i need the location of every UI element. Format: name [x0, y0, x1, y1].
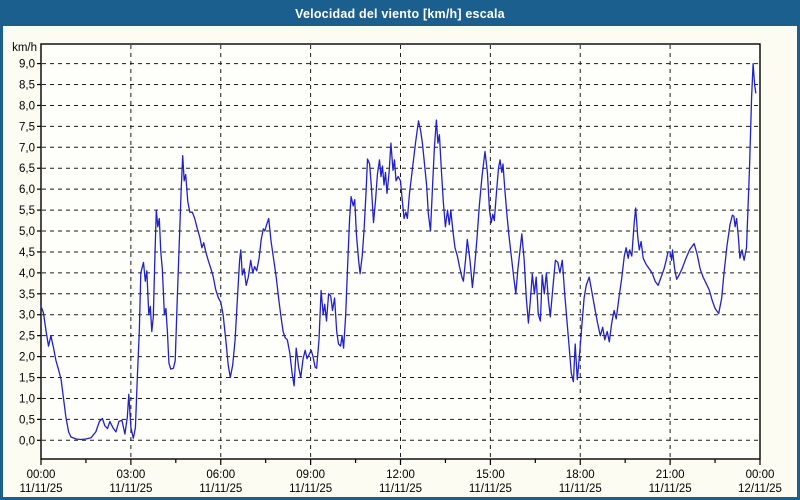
y-tick-label: 3,0 — [19, 310, 35, 322]
x-tick-date-label: 11/11/25 — [199, 483, 242, 495]
x-tick-date-label: 11/11/25 — [379, 483, 422, 495]
x-tick-time-label: 18:00 — [566, 469, 595, 481]
y-tick-label: 8,0 — [19, 100, 35, 112]
x-tick-date-label: 11/11/25 — [559, 483, 602, 495]
x-tick-time-label: 12:00 — [386, 469, 415, 481]
x-tick-time-label: 15:00 — [476, 469, 505, 481]
y-tick-label: 9,0 — [19, 59, 35, 71]
y-tick-label: 4,0 — [19, 268, 35, 280]
chart-title: Velocidad del viento [km/h] escala — [295, 7, 505, 21]
x-tick-time-label: 00:00 — [746, 469, 775, 481]
x-tick-date-label: 11/11/25 — [469, 483, 512, 495]
x-tick-date-label: 11/11/25 — [649, 483, 692, 495]
wind-speed-chart: 0,0 0,5 1,0 1,5 2,0 2,5 3,0 3,5 4,0 4,5 5,0 5,5 6,0 6… — [12, 42, 782, 495]
chart-area: 0,0 0,5 1,0 1,5 2,0 2,5 3,0 3,5 4,0 4,5 5,0 5,5 6,0 6… — [3, 26, 797, 497]
y-axis-unit-label: km/h — [12, 42, 37, 54]
y-tick-label: 0,5 — [19, 414, 35, 426]
x-tick-date-label: 11/11/25 — [289, 483, 332, 495]
x-tick-date-label: 11/11/25 — [19, 483, 62, 495]
x-tick-time-label: 21:00 — [656, 469, 685, 481]
x-tick-date-label: 11/11/25 — [109, 483, 152, 495]
y-tick-label: 1,0 — [19, 393, 35, 405]
y-tick-label: 3,5 — [19, 289, 35, 301]
y-tick-label: 2,5 — [19, 331, 35, 343]
y-tick-label: 7,0 — [19, 142, 35, 154]
x-tick-date-label: 12/11/25 — [738, 483, 782, 495]
y-tick-label: 8,5 — [19, 80, 35, 92]
y-tick-label: 5,0 — [19, 226, 35, 238]
y-tick-label: 6,0 — [19, 184, 35, 196]
title-bar: Velocidad del viento [km/h] escala — [3, 3, 797, 26]
x-tick-time-label: 00:00 — [27, 469, 56, 481]
x-tick-time-label: 09:00 — [296, 469, 325, 481]
y-tick-label: 7,5 — [19, 121, 35, 133]
wind-speed-line — [40, 62, 757, 441]
y-tick-label: 5,5 — [19, 205, 35, 217]
y-tick-label: 2,0 — [19, 352, 35, 364]
y-tick-label: 1,5 — [19, 373, 35, 385]
y-tick-label: 0,0 — [19, 435, 35, 447]
y-tick-label: 4,5 — [19, 247, 35, 259]
y-tick-label: 6,5 — [19, 163, 35, 175]
x-tick-time-label: 06:00 — [206, 469, 235, 481]
x-tick-time-label: 03:00 — [116, 469, 145, 481]
